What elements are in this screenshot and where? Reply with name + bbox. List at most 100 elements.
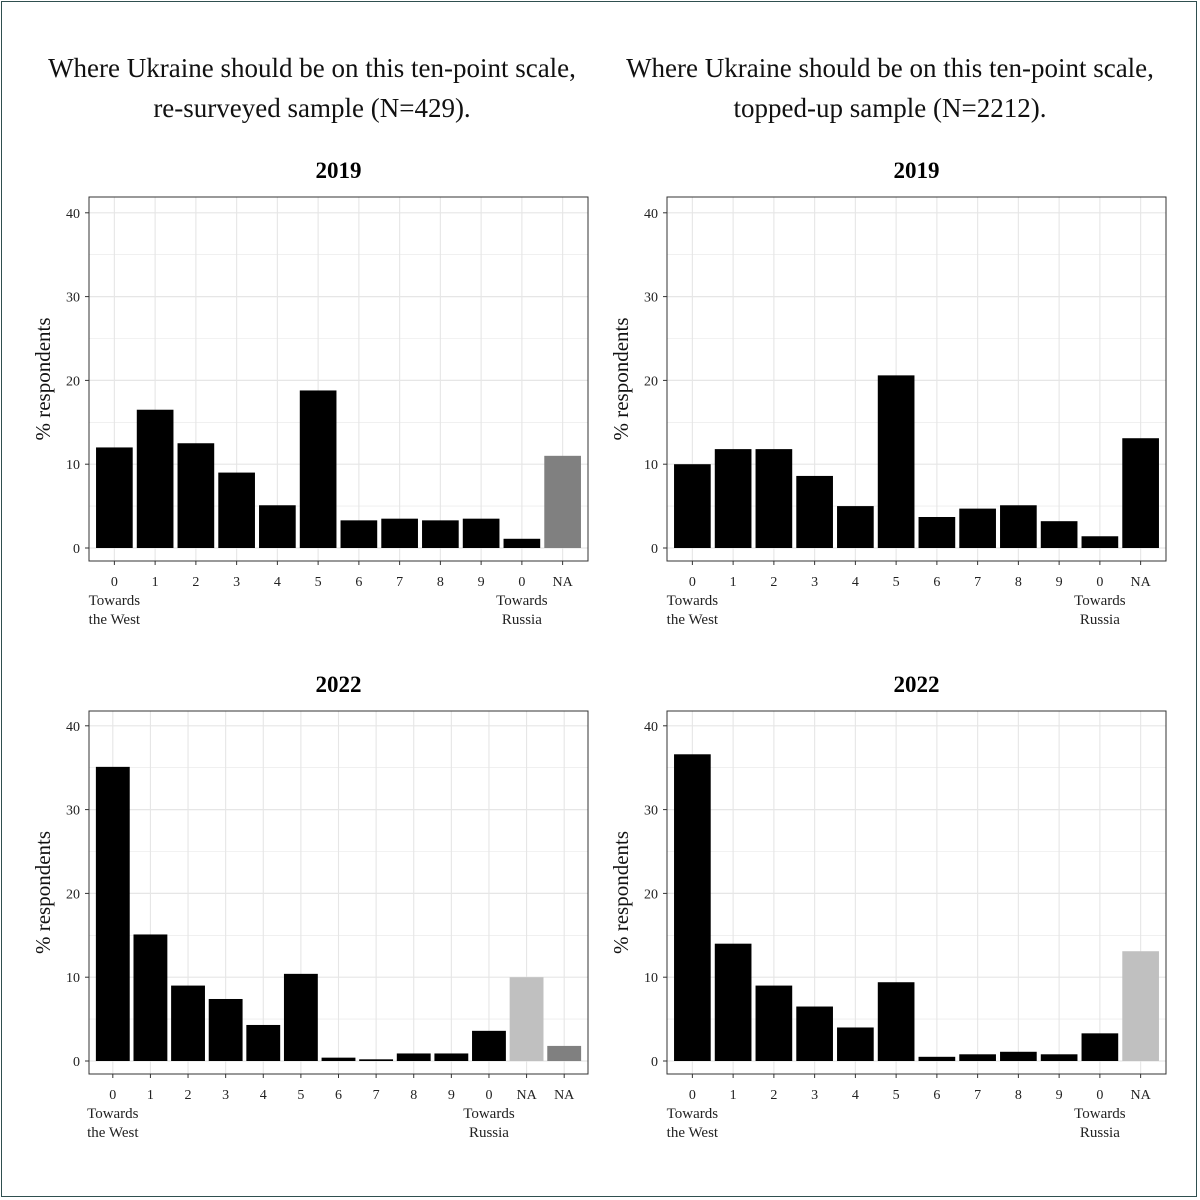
x-tick-label: 6 xyxy=(355,575,362,590)
bar-0 xyxy=(95,766,130,1061)
x-tick-label: 1 xyxy=(730,575,737,590)
bar-3 xyxy=(218,472,255,548)
panel-border xyxy=(88,196,589,562)
x-tick-label: 5 xyxy=(315,575,322,590)
bar-6 xyxy=(321,1057,356,1061)
x-tick-label: 7 xyxy=(396,575,403,590)
bar-9 xyxy=(1040,1054,1078,1061)
x-tick-label: 6 xyxy=(933,575,940,590)
x-tick-label: 2 xyxy=(192,575,199,590)
towards-russia-label: Towards xyxy=(463,1106,515,1122)
x-tick-label: 5 xyxy=(297,1088,304,1103)
bar-NA xyxy=(544,455,581,548)
bar-7 xyxy=(959,508,996,548)
bar-9 xyxy=(1040,521,1078,548)
bar-5 xyxy=(283,973,318,1061)
x-tick-label: 7 xyxy=(373,1088,380,1103)
column-title-topped-up: Where Ukraine should be on this ten-poin… xyxy=(590,48,1190,128)
panel-title-2022: 2022 xyxy=(894,672,940,697)
bar-0 xyxy=(503,538,541,548)
y-tick-label: 0 xyxy=(651,542,658,557)
x-tick-label: NA xyxy=(554,1088,575,1103)
panel-border xyxy=(666,710,1167,1075)
bar-0 xyxy=(96,447,133,548)
bar-6 xyxy=(918,1056,956,1061)
bar-5 xyxy=(299,390,337,548)
y-tick-label: 10 xyxy=(66,971,80,986)
x-tick-label: 4 xyxy=(260,1088,267,1103)
x-tick-label: 0 xyxy=(689,1088,696,1103)
towards-russia-label: Russia xyxy=(1080,612,1120,628)
towards-russia-label: Towards xyxy=(496,593,548,609)
x-tick-label: NA xyxy=(1131,575,1152,590)
x-tick-label: 0 xyxy=(485,1088,492,1103)
bar-1 xyxy=(714,943,752,1061)
bar-4 xyxy=(837,1027,874,1061)
bar-0 xyxy=(1081,536,1119,548)
x-tick-label: 9 xyxy=(1056,1088,1063,1103)
towards-west-label: Towards xyxy=(667,1106,719,1122)
bar-0 xyxy=(674,754,711,1061)
x-tick-label: 7 xyxy=(974,1088,981,1103)
x-tick-label: 0 xyxy=(1096,1088,1103,1103)
y-tick-label: 10 xyxy=(644,971,658,986)
towards-russia-label: Russia xyxy=(1080,1125,1120,1141)
bar-7 xyxy=(359,1059,394,1061)
bar-4 xyxy=(259,505,296,548)
x-tick-label: 9 xyxy=(1056,575,1063,590)
panel-title-2019: 2019 xyxy=(894,158,940,183)
y-tick-label: 40 xyxy=(66,207,80,222)
y-tick-label: 20 xyxy=(66,374,80,389)
bar-4 xyxy=(246,1024,281,1061)
bar-8 xyxy=(1000,505,1037,548)
bar-NA xyxy=(547,1045,582,1061)
bar-5 xyxy=(877,375,915,548)
x-tick-label: NA xyxy=(516,1088,537,1103)
y-axis-title: % respondents xyxy=(609,317,633,440)
x-tick-label: 0 xyxy=(689,575,696,590)
bar-0 xyxy=(472,1030,506,1061)
bar-9 xyxy=(434,1053,469,1061)
bar-NA xyxy=(509,977,544,1061)
x-tick-label: 0 xyxy=(518,575,525,590)
column-title-line: re-surveyed sample (N=429). xyxy=(153,93,471,123)
towards-west-label: Towards xyxy=(89,593,141,609)
y-tick-label: 40 xyxy=(66,720,80,735)
y-tick-label: 10 xyxy=(644,458,658,473)
panel-border xyxy=(666,196,1167,562)
bar-0 xyxy=(1081,1033,1119,1061)
bar-3 xyxy=(796,475,833,548)
panel-title-2019: 2019 xyxy=(316,158,362,183)
x-tick-label: 3 xyxy=(222,1088,229,1103)
x-tick-label: 5 xyxy=(893,1088,900,1103)
towards-west-label: the West xyxy=(87,1125,139,1141)
x-tick-label: 1 xyxy=(152,575,159,590)
bar-7 xyxy=(381,518,418,548)
y-tick-label: 30 xyxy=(66,291,80,306)
x-tick-label: 1 xyxy=(147,1088,154,1103)
towards-russia-label: Russia xyxy=(469,1125,509,1141)
x-tick-label: 0 xyxy=(111,575,118,590)
bar-3 xyxy=(208,998,243,1061)
y-tick-label: 40 xyxy=(644,720,658,735)
x-tick-label: NA xyxy=(553,575,574,590)
y-tick-label: 10 xyxy=(66,458,80,473)
bar-2 xyxy=(755,985,793,1061)
x-tick-label: 6 xyxy=(933,1088,940,1103)
towards-russia-label: Russia xyxy=(502,612,542,628)
x-tick-label: NA xyxy=(1131,1088,1152,1103)
x-tick-label: 3 xyxy=(811,575,818,590)
x-tick-label: 8 xyxy=(437,575,444,590)
panel-title-2022: 2022 xyxy=(316,672,362,697)
x-tick-label: 5 xyxy=(893,575,900,590)
y-tick-label: 20 xyxy=(66,887,80,902)
bar-NA xyxy=(1122,951,1159,1061)
x-tick-label: 3 xyxy=(233,575,240,590)
x-tick-label: 6 xyxy=(335,1088,342,1103)
column-title-line: Where Ukraine should be on this ten-poin… xyxy=(626,53,1154,83)
x-tick-label: 1 xyxy=(730,1088,737,1103)
bar-0 xyxy=(674,464,711,548)
y-tick-label: 0 xyxy=(73,1055,80,1070)
